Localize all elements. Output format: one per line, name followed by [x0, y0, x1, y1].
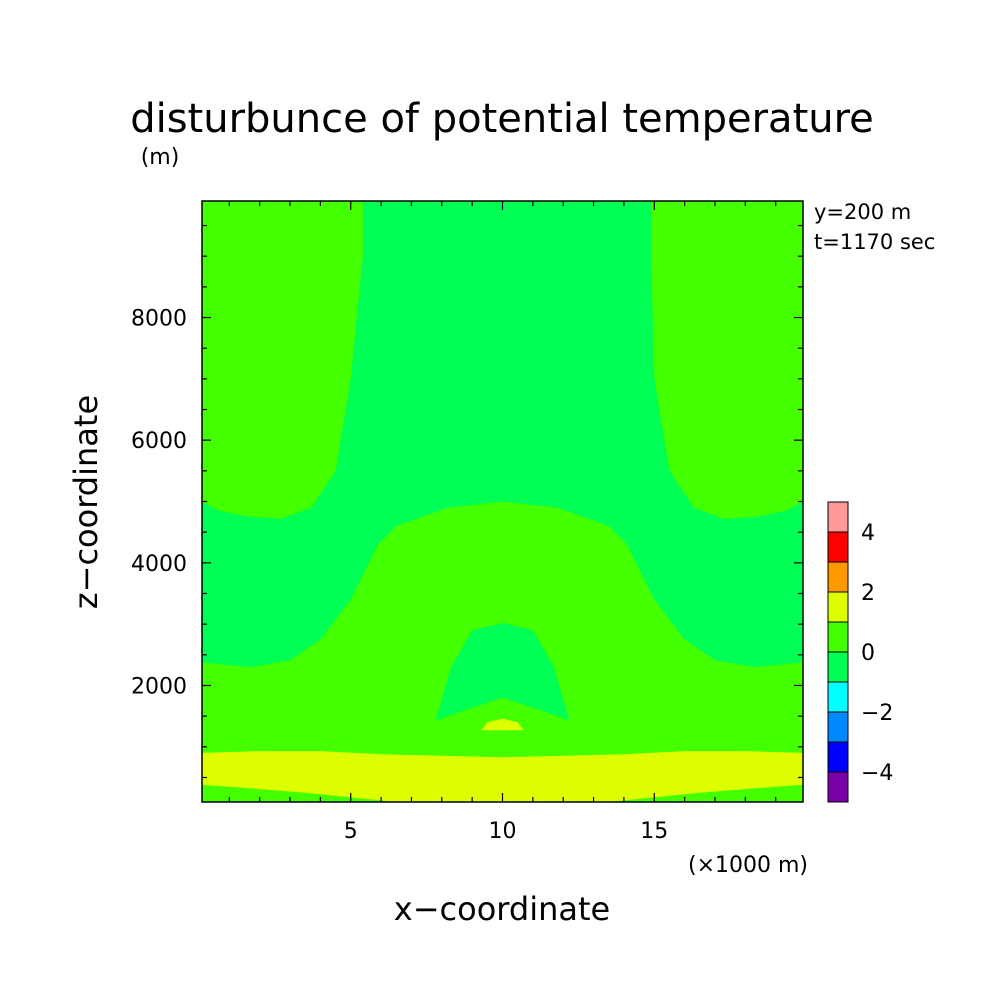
region-upper-plume-0-1 — [202, 201, 803, 668]
colorbar-label: −2 — [861, 701, 893, 726]
colorbar-swatch — [827, 711, 849, 743]
region-dome-0-1 — [435, 622, 570, 721]
colorbar-swatch — [827, 771, 849, 803]
info-line-y: y=200 m — [814, 200, 911, 224]
colorbar-label: −4 — [861, 761, 893, 786]
colorbar-label: 4 — [861, 521, 875, 546]
y-tick-label: 2000 — [131, 674, 187, 699]
x-axis-label: x−coordinate — [394, 890, 610, 928]
colorbar-swatch — [827, 741, 849, 773]
region-low-band-1-2 — [202, 751, 803, 802]
colorbar-swatch — [827, 651, 849, 683]
colorbar-swatch — [827, 681, 849, 713]
x-tick-label: 5 — [344, 819, 358, 844]
colorbar-swatch — [827, 591, 849, 623]
x-tick-label: 10 — [489, 819, 517, 844]
y-tick-label: 4000 — [131, 552, 187, 577]
y-tick-label: 6000 — [131, 429, 187, 454]
region-core-1-2 — [481, 718, 524, 731]
colorbar-swatch — [827, 561, 849, 593]
x-tick-label: 15 — [640, 819, 668, 844]
colorbar-label: 0 — [861, 641, 875, 666]
chart-title: disturbunce of potential temperature — [130, 96, 874, 142]
y-axis-label: z−coordinate — [67, 395, 105, 609]
x-unit-label: (×1000 m) — [688, 853, 808, 878]
colorbar-swatch — [827, 501, 849, 533]
colorbar-swatch — [827, 531, 849, 563]
colorbar-label: 2 — [861, 581, 875, 606]
colorbar-swatch — [827, 621, 849, 653]
y-unit-label: (m) — [141, 145, 180, 170]
info-line-t: t=1170 sec — [814, 230, 935, 254]
y-tick-label: 8000 — [131, 307, 187, 332]
plot-frame — [201, 200, 804, 803]
